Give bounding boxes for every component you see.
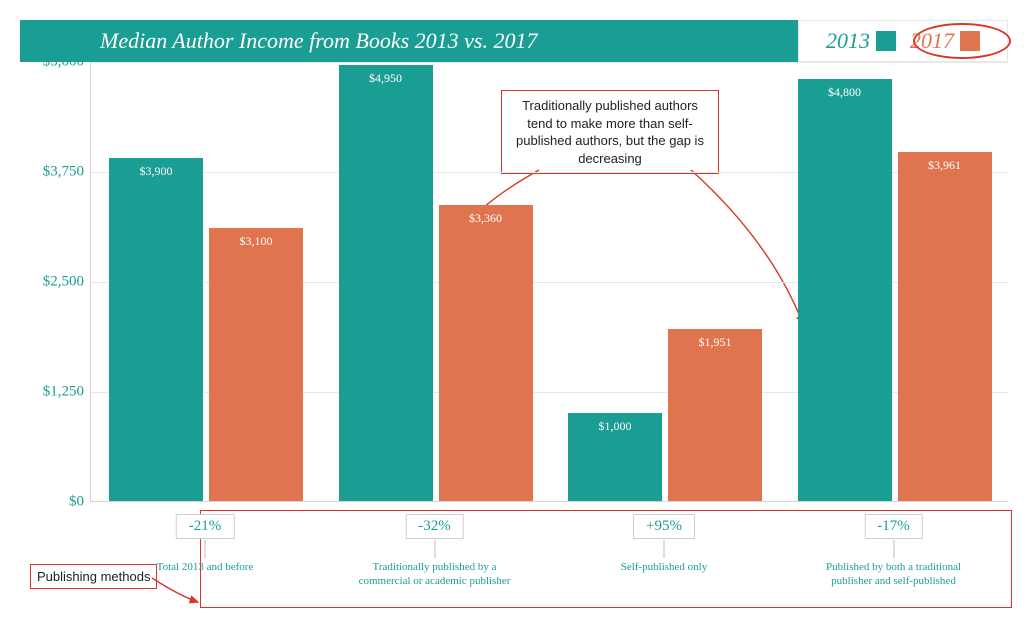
- legend-swatch-2013: [876, 31, 896, 51]
- pct-stem: [434, 540, 435, 558]
- bar-2017: $3,360: [439, 205, 533, 501]
- bar-value-label: $1,000: [568, 419, 662, 434]
- category-label: Total 2013 and before: [125, 560, 285, 574]
- legend-item-2013: 2013: [826, 28, 896, 54]
- gridline: [91, 62, 1008, 63]
- bar-2017: $1,951: [668, 329, 762, 501]
- pct-change-box: -32%: [405, 514, 464, 539]
- bar-2017: $3,961: [898, 152, 992, 501]
- bar-value-label: $3,900: [109, 164, 203, 179]
- category-label: Self-published only: [584, 560, 744, 574]
- legend: 2013 2017: [798, 20, 1008, 62]
- bar-2013: $4,950: [339, 65, 433, 501]
- pct-stem: [205, 540, 206, 558]
- legend-item-2017: 2017: [910, 28, 980, 54]
- y-tick-label: $2,500: [43, 274, 84, 291]
- y-tick-label: $3,750: [43, 164, 84, 181]
- pct-stem: [893, 540, 894, 558]
- bar-value-label: $3,100: [209, 234, 303, 249]
- pct-change-box: +95%: [633, 514, 695, 539]
- chart-area: $0$1,250$2,500$3,750$5,000 Traditionally…: [20, 62, 1008, 502]
- plot-area: Traditionally published authors tend to …: [90, 62, 1008, 502]
- x-axis-section: Publishing methods -21%Total 2013 and be…: [90, 502, 1008, 632]
- chart-title: Median Author Income from Books 2013 vs.…: [20, 20, 798, 62]
- bar-2013: $4,800: [798, 79, 892, 501]
- legend-swatch-2017: [960, 31, 980, 51]
- category-label: Published by both a traditional publishe…: [814, 560, 974, 589]
- pct-change-box: -21%: [176, 514, 235, 539]
- bar-value-label: $4,800: [798, 85, 892, 100]
- pct-stem: [664, 540, 665, 558]
- header-row: Median Author Income from Books 2013 vs.…: [20, 20, 1008, 62]
- bar-value-label: $3,961: [898, 158, 992, 173]
- chart-container: Median Author Income from Books 2013 vs.…: [20, 20, 1008, 610]
- bar-value-label: $4,950: [339, 71, 433, 86]
- y-axis: $0$1,250$2,500$3,750$5,000: [20, 62, 90, 502]
- bar-value-label: $3,360: [439, 211, 533, 226]
- y-tick-label: $5,000: [43, 54, 84, 71]
- legend-label-2013: 2013: [826, 28, 870, 54]
- bar-value-label: $1,951: [668, 335, 762, 350]
- bar-2013: $1,000: [568, 413, 662, 501]
- y-tick-label: $0: [69, 494, 84, 511]
- category-label: Traditionally published by a commercial …: [355, 560, 515, 589]
- callout-annotation: Traditionally published authors tend to …: [501, 90, 719, 174]
- legend-label-2017: 2017: [910, 28, 954, 54]
- bar-2013: $3,900: [109, 158, 203, 501]
- y-tick-label: $1,250: [43, 384, 84, 401]
- bar-2017: $3,100: [209, 228, 303, 501]
- pct-change-box: -17%: [864, 514, 923, 539]
